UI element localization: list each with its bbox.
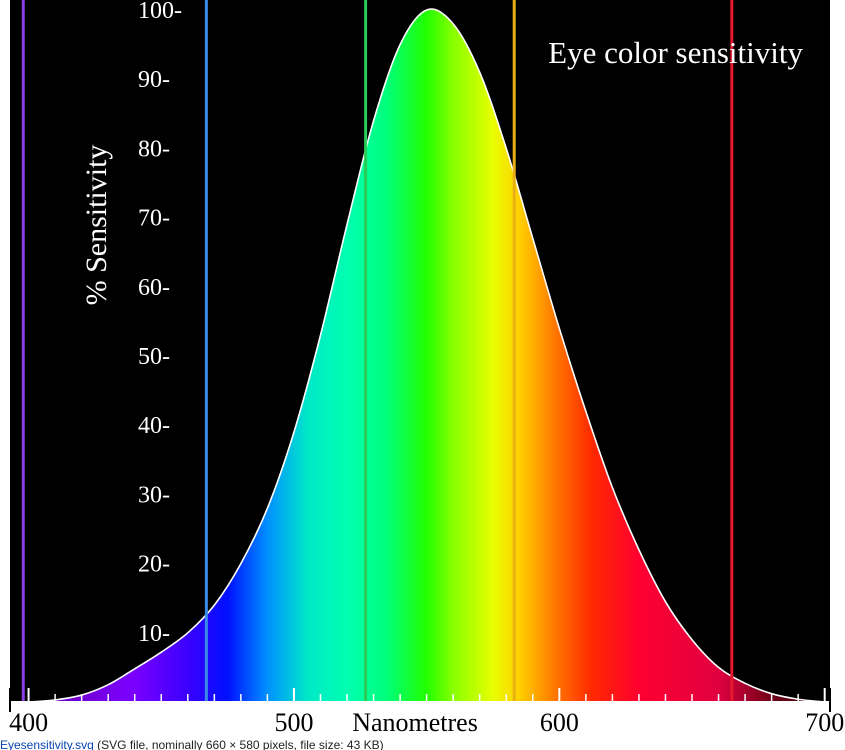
x-tick-label: 400 — [9, 708, 48, 737]
y-tick-label: 90- — [138, 67, 170, 93]
y-tick-label: 80- — [138, 136, 170, 162]
file-details: (SVG file, nominally 660 × 580 pixels, f… — [93, 739, 384, 750]
y-tick-label: 100- — [138, 0, 182, 24]
x-tick-label: 500 — [274, 708, 313, 737]
y-tick-label: 30- — [138, 482, 170, 508]
wavelength-markers — [21, 0, 734, 702]
y-tick-label: 40- — [138, 413, 170, 439]
y-tick-label: 50- — [138, 344, 170, 370]
x-tick-label: 700 — [805, 708, 844, 737]
file-link[interactable]: Eyesensitivity.svg — [0, 739, 94, 750]
sensitivity-curve — [9, 8, 825, 703]
y-tick-label: 20- — [138, 552, 170, 578]
y-tick-label: 60- — [138, 275, 170, 301]
file-caption: Eyesensitivity.svg (SVG file, nominally … — [0, 739, 845, 750]
y-axis-label: % Sensitivity — [80, 145, 113, 306]
y-tick-label: 10- — [138, 621, 170, 647]
y-tick-label: 70- — [138, 206, 170, 232]
x-tick-label: 600 — [540, 708, 579, 737]
sensitivity-area-group — [9, 8, 825, 703]
sensitivity-area — [10, 9, 825, 703]
y-axis-ticks: 10- 20- 30- 40- 50- 60- 70- 80- 90- 100- — [138, 0, 182, 647]
chart-title: Eye color sensitivity — [548, 35, 803, 70]
x-axis-label: Nanometres — [352, 708, 478, 737]
x-axis: 400 500 600 700 — [9, 688, 844, 737]
